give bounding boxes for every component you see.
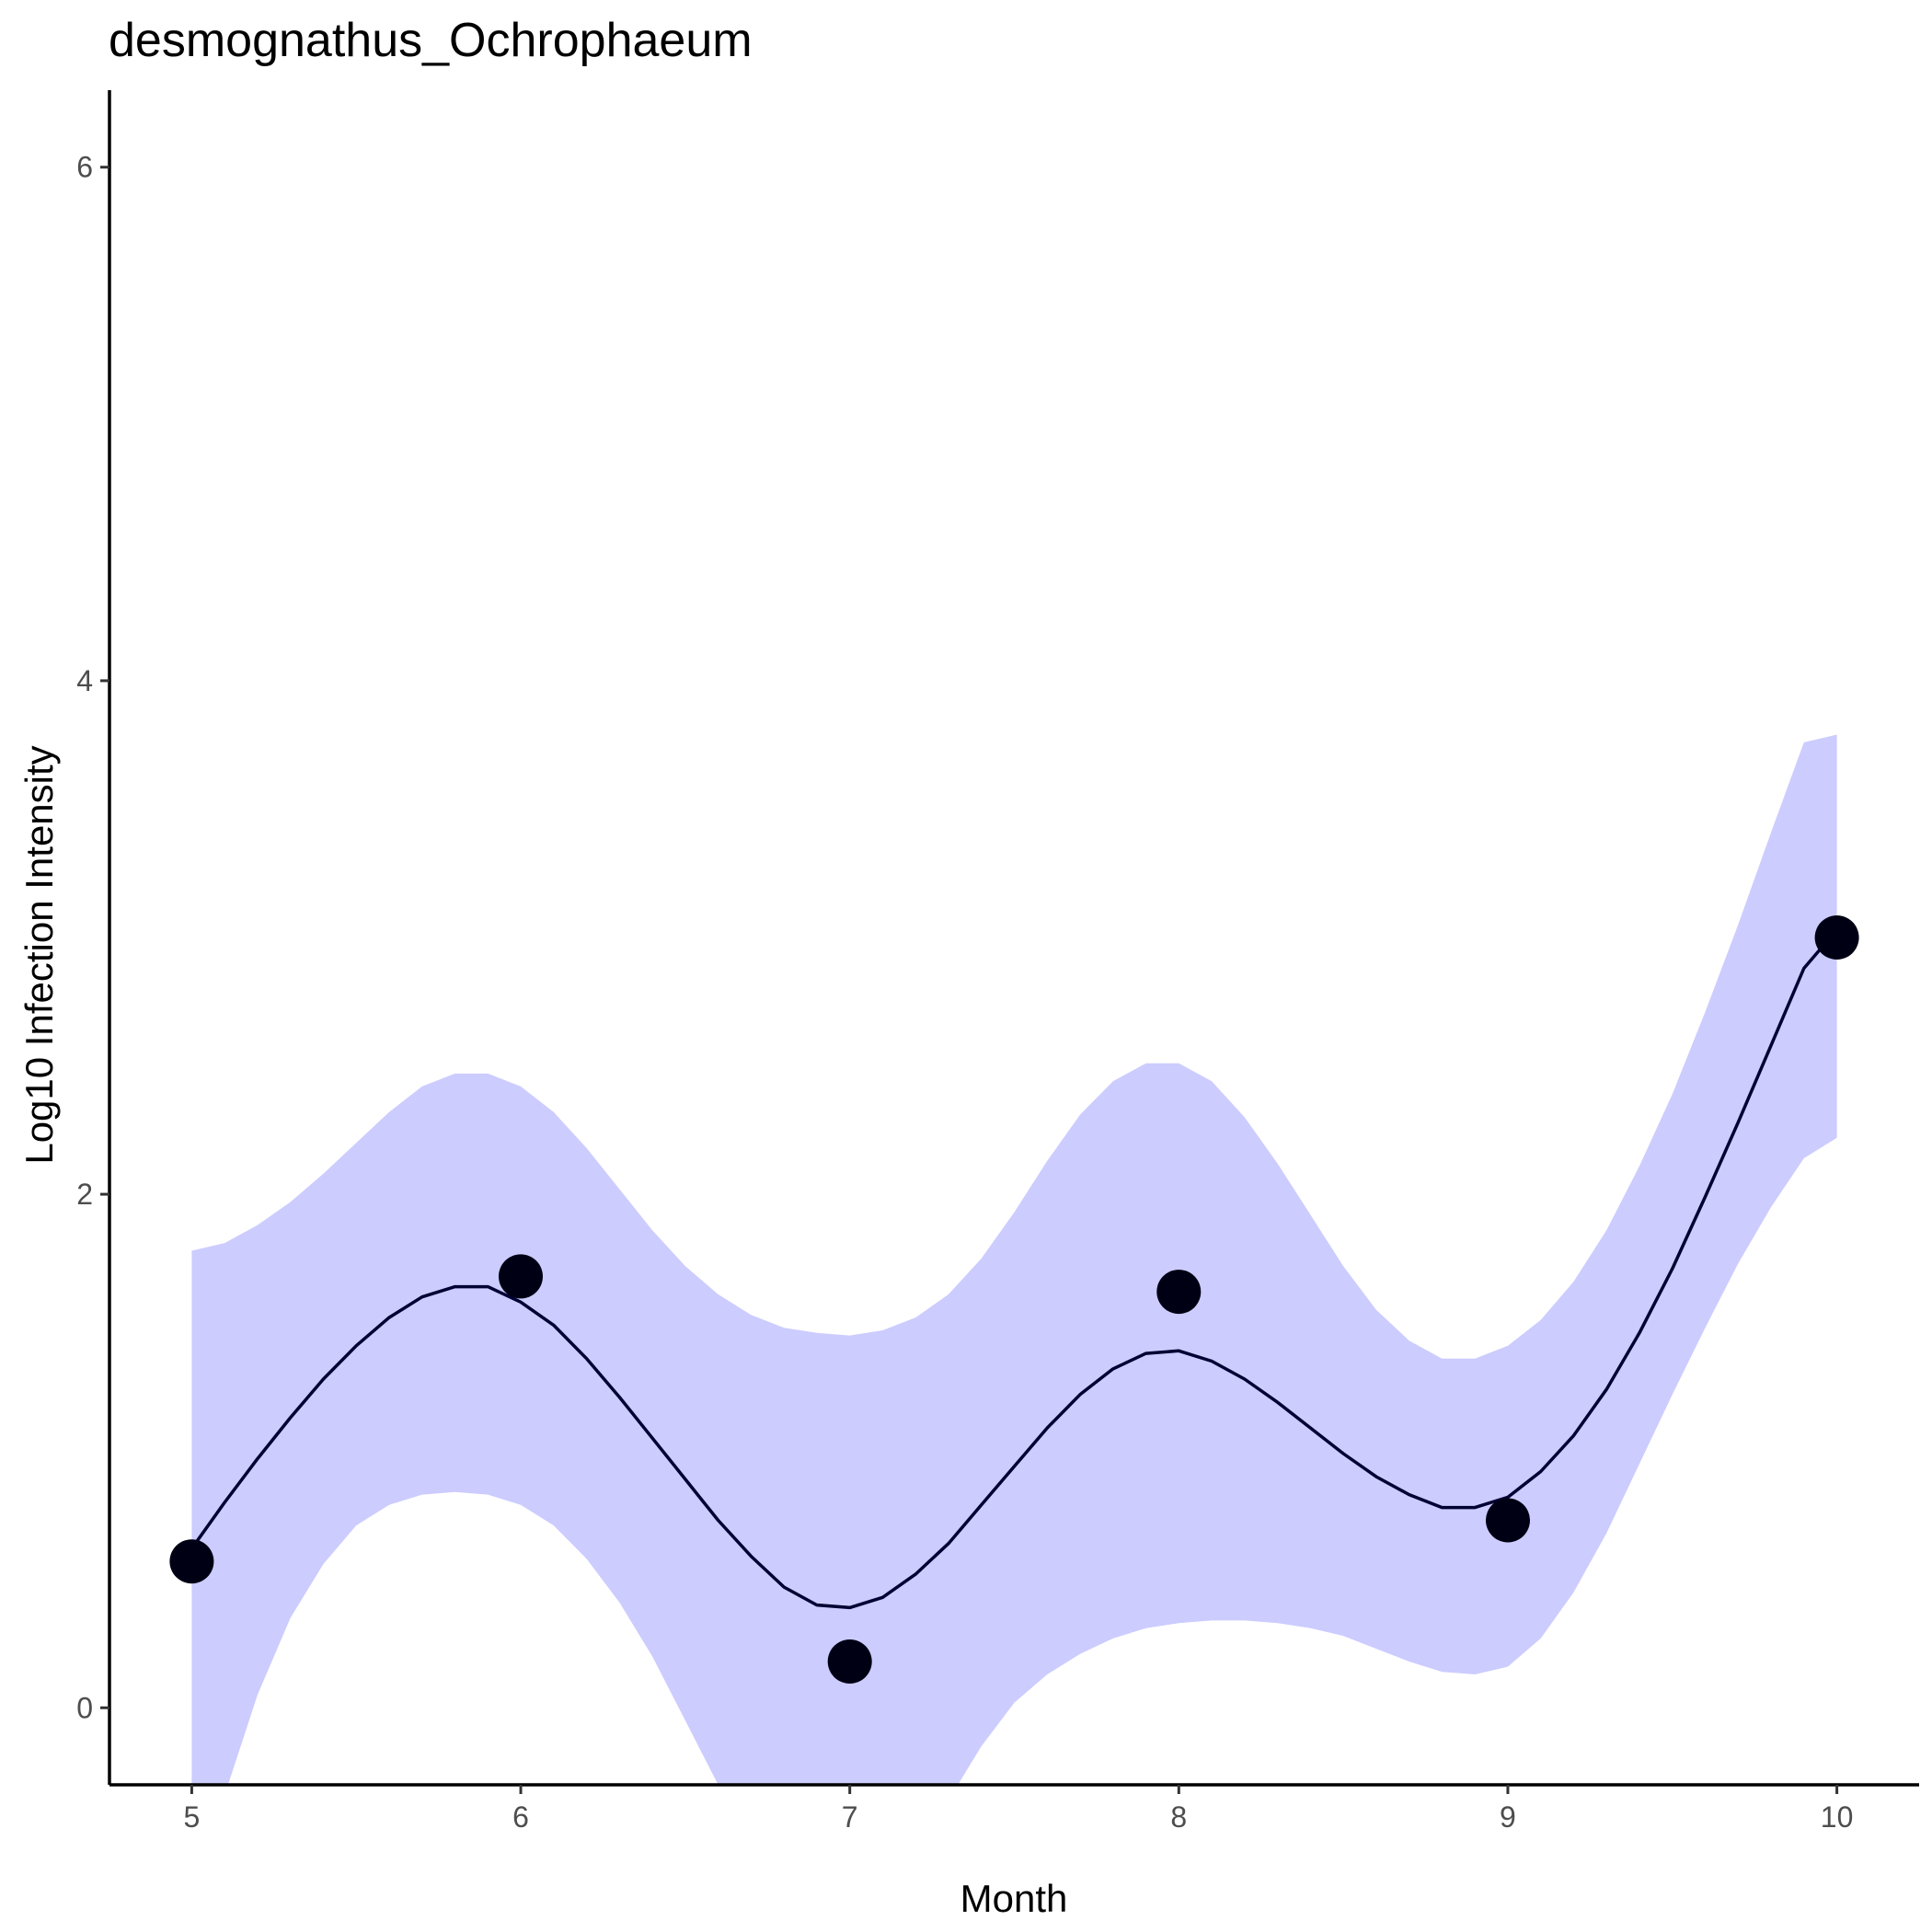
x-tick-label: 5 [184, 1800, 201, 1834]
x-tick-label: 8 [1170, 1800, 1187, 1834]
y-tick-label: 0 [76, 1691, 93, 1724]
chart-title: desmognathus_Ochrophaeum [109, 14, 753, 67]
x-axis-title: Month [960, 1877, 1068, 1920]
data-point [169, 1539, 214, 1584]
y-tick-label: 2 [76, 1178, 93, 1211]
y-tick-label: 6 [76, 151, 93, 184]
data-point [1814, 915, 1859, 960]
y-tick-label: 4 [76, 664, 93, 697]
confidence-band [191, 734, 1837, 1785]
data-point [1156, 1270, 1202, 1315]
x-tick-label: 9 [1500, 1800, 1516, 1834]
smooth-fit-line [190, 928, 1838, 1610]
data-point [827, 1639, 872, 1684]
y-axis-title: Log10 Infection Intensity [17, 745, 61, 1164]
x-tick-label: 7 [842, 1800, 858, 1834]
plot-area [169, 734, 1859, 1785]
axis-ticks: 5 6 7 8 9 10 0 2 4 6 [76, 151, 1853, 1834]
x-tick-label: 10 [1821, 1800, 1854, 1834]
data-point [499, 1254, 543, 1299]
data-point [1486, 1498, 1530, 1543]
x-tick-label: 6 [512, 1800, 529, 1834]
